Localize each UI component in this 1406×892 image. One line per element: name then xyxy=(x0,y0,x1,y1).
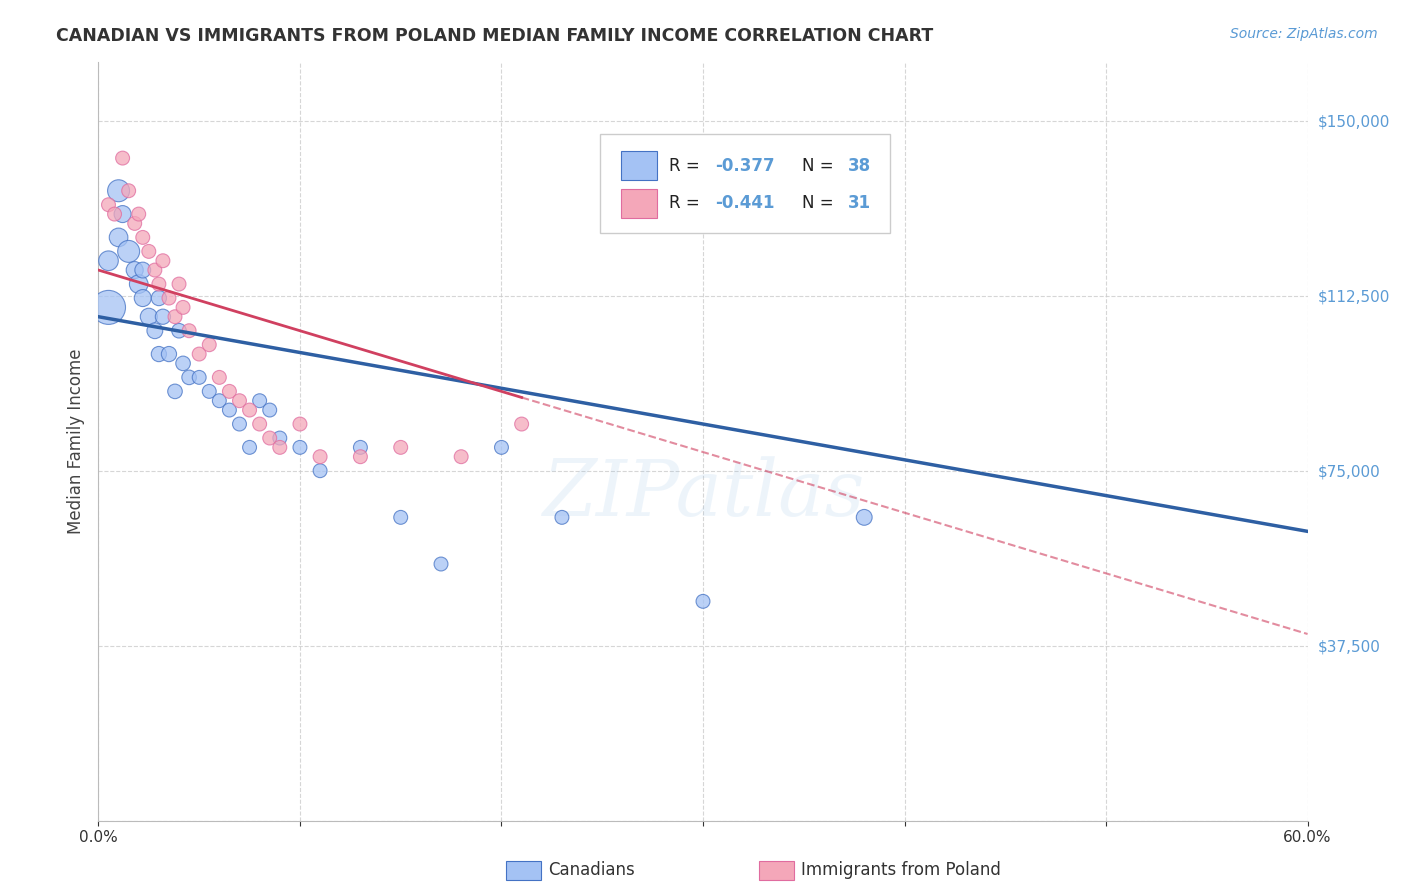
Point xyxy=(111,151,134,165)
Point xyxy=(491,441,513,455)
Text: Source: ZipAtlas.com: Source: ZipAtlas.com xyxy=(1230,27,1378,41)
Point xyxy=(128,277,150,291)
Text: N =: N = xyxy=(803,157,839,175)
Point xyxy=(228,393,250,408)
Point xyxy=(132,263,155,277)
Point xyxy=(128,207,150,221)
Point xyxy=(208,393,231,408)
Point xyxy=(163,310,186,324)
Point xyxy=(138,310,160,324)
Point xyxy=(208,370,231,384)
Point xyxy=(124,263,146,277)
Point xyxy=(389,441,412,455)
Point xyxy=(148,347,170,361)
Point xyxy=(132,230,155,244)
Point xyxy=(97,253,120,268)
Text: 31: 31 xyxy=(848,194,872,212)
Point xyxy=(148,291,170,305)
Point xyxy=(143,263,166,277)
Text: R =: R = xyxy=(669,194,706,212)
Point xyxy=(124,216,146,230)
Point xyxy=(172,356,194,370)
Point xyxy=(167,324,190,338)
Point xyxy=(853,510,876,524)
Point xyxy=(179,370,201,384)
Text: R =: R = xyxy=(669,157,706,175)
Point xyxy=(510,417,533,431)
Text: 38: 38 xyxy=(848,157,872,175)
Point xyxy=(228,417,250,431)
Point xyxy=(269,431,291,445)
Point xyxy=(172,301,194,315)
Point xyxy=(138,244,160,259)
Point xyxy=(188,347,211,361)
Point xyxy=(163,384,186,399)
Point xyxy=(111,207,134,221)
Point xyxy=(218,403,240,417)
Bar xyxy=(621,189,657,218)
Text: -0.441: -0.441 xyxy=(716,194,775,212)
Text: Immigrants from Poland: Immigrants from Poland xyxy=(801,861,1001,879)
Point xyxy=(389,510,412,524)
Point xyxy=(107,230,129,244)
Point xyxy=(152,253,174,268)
Bar xyxy=(621,151,657,180)
Point xyxy=(157,291,180,305)
Point xyxy=(288,417,311,431)
Point xyxy=(198,337,221,351)
Point xyxy=(288,441,311,455)
Point xyxy=(239,441,262,455)
Point xyxy=(103,207,125,221)
Point xyxy=(218,384,240,399)
Point xyxy=(430,557,453,571)
Text: CANADIAN VS IMMIGRANTS FROM POLAND MEDIAN FAMILY INCOME CORRELATION CHART: CANADIAN VS IMMIGRANTS FROM POLAND MEDIA… xyxy=(56,27,934,45)
FancyBboxPatch shape xyxy=(600,135,890,233)
Point xyxy=(249,417,271,431)
Point xyxy=(249,393,271,408)
Point xyxy=(148,277,170,291)
Point xyxy=(188,370,211,384)
Point xyxy=(107,184,129,198)
Point xyxy=(97,301,120,315)
Point xyxy=(97,198,120,212)
Point xyxy=(239,403,262,417)
Point xyxy=(152,310,174,324)
Point xyxy=(118,184,141,198)
Text: Canadians: Canadians xyxy=(548,861,636,879)
Point xyxy=(157,347,180,361)
Text: -0.377: -0.377 xyxy=(716,157,775,175)
Text: ZIPatlas: ZIPatlas xyxy=(541,457,865,533)
Point xyxy=(198,384,221,399)
Point xyxy=(269,441,291,455)
Y-axis label: Median Family Income: Median Family Income xyxy=(66,349,84,534)
Point xyxy=(309,450,332,464)
Point xyxy=(349,450,371,464)
Point xyxy=(259,431,281,445)
Point xyxy=(118,244,141,259)
Point xyxy=(551,510,574,524)
Point xyxy=(309,464,332,478)
Point xyxy=(692,594,714,608)
Point xyxy=(179,324,201,338)
Point xyxy=(143,324,166,338)
Point xyxy=(132,291,155,305)
Point xyxy=(259,403,281,417)
Point xyxy=(349,441,371,455)
Point xyxy=(450,450,472,464)
Point xyxy=(167,277,190,291)
Text: N =: N = xyxy=(803,194,839,212)
